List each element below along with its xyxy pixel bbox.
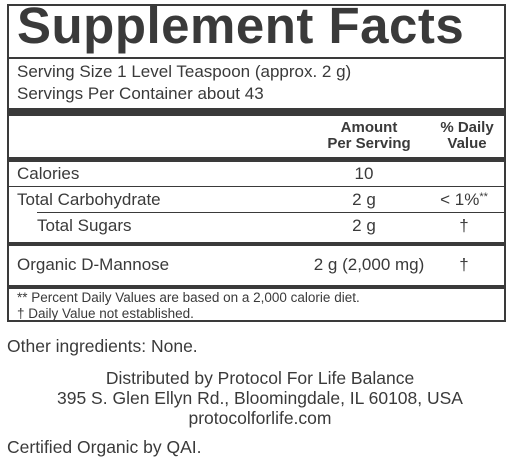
footnote-dv-not-established: † Daily Value not established.	[17, 306, 194, 321]
row-name-total-sugars: Total Sugars	[37, 216, 132, 235]
row-amount-total-sugars: 2 g	[352, 216, 376, 235]
daily-value-header-line1: % Daily	[440, 119, 494, 136]
amount-header-line1: Amount	[340, 119, 398, 136]
servings-per-container: Servings Per Container about 43	[17, 84, 264, 103]
serving-size: Serving Size 1 Level Teaspoon (approx. 2…	[17, 62, 352, 81]
thick-divider-middle	[9, 242, 504, 246]
row-dv-total-carbohydrate-value: < 1%	[440, 190, 480, 209]
distributor-line-1: Distributed by Protocol For Life Balance	[105, 368, 415, 388]
row-name-total-carbohydrate: Total Carbohydrate	[17, 190, 161, 209]
panel-title: Supplement Facts	[17, 0, 465, 54]
row-divider	[37, 212, 504, 213]
row-amount-total-carbohydrate: 2 g	[352, 190, 376, 209]
row-amount-calories: 10	[354, 164, 374, 183]
row-dv-total-carbohydrate: < 1%**	[424, 190, 504, 210]
distributor-address: 395 S. Glen Ellyn Rd., Bloomingdale, IL …	[57, 388, 463, 408]
amount-header-line2: Per Serving	[327, 135, 411, 152]
row-divider	[9, 186, 504, 187]
other-ingredients: Other ingredients: None.	[7, 336, 198, 356]
supplement-facts-panel: Supplement Facts Serving Size 1 Level Te…	[7, 0, 506, 322]
daily-value-header: % Daily Value	[429, 120, 505, 152]
thick-divider-bottom	[9, 285, 504, 289]
row-dv-total-carbohydrate-mark: **	[479, 191, 488, 203]
distributor-website: protocolforlife.com	[188, 408, 332, 428]
thick-divider-top	[9, 108, 504, 116]
title-divider	[9, 57, 504, 59]
certification-statement: Certified Organic by QAI.	[7, 437, 202, 457]
row-name-calories: Calories	[17, 164, 80, 183]
row-dv-total-sugars: †	[459, 216, 469, 235]
row-amount-organic-d-mannose: 2 g (2,000 mg)	[313, 255, 425, 274]
row-dv-organic-d-mannose: †	[459, 255, 469, 274]
thick-divider-header	[9, 157, 504, 162]
row-name-organic-d-mannose: Organic D-Mannose	[17, 255, 170, 274]
footnote-percent-dv: ** Percent Daily Values are based on a 2…	[17, 290, 360, 305]
daily-value-header-line2: Value	[447, 135, 487, 152]
amount-header: Amount Per Serving	[309, 120, 429, 152]
